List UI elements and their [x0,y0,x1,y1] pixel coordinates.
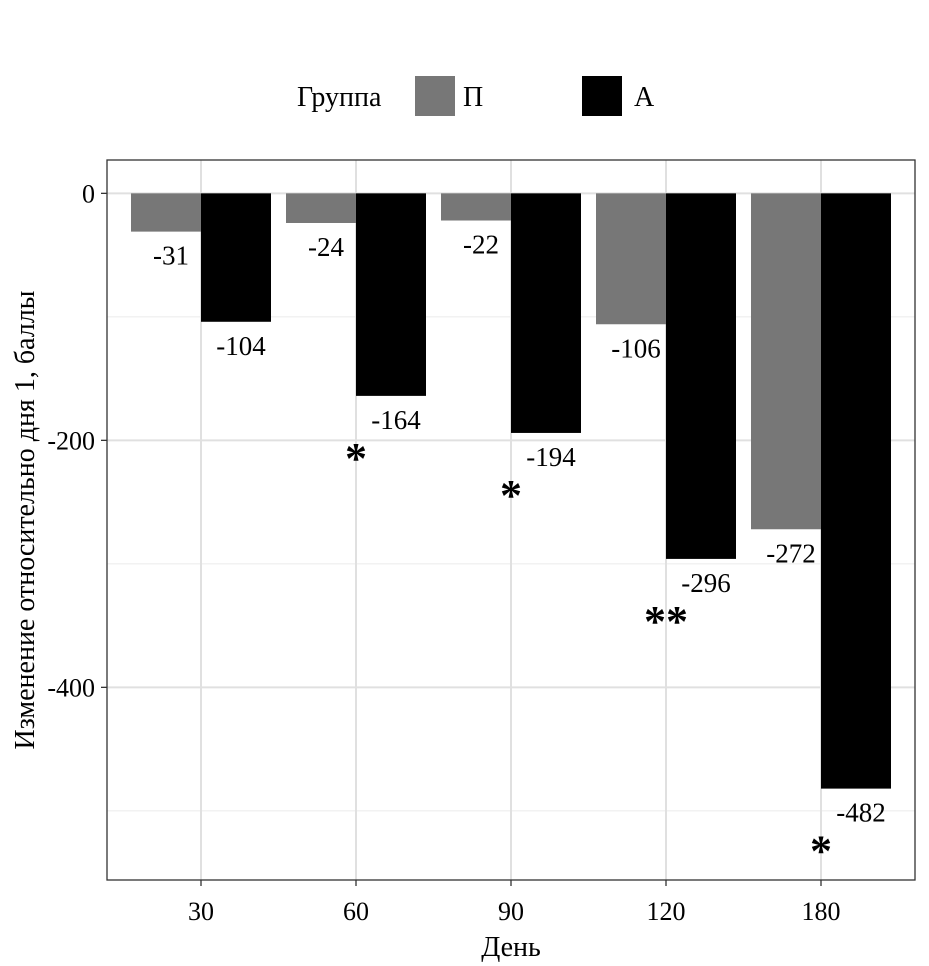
bar-p [751,193,821,530]
bar-p [286,193,356,223]
data-label: -194 [526,442,576,472]
legend-label-a: А [634,82,655,113]
legend-title: Группа [297,82,382,113]
bar-a [511,193,581,433]
significance-marker: * [345,434,367,483]
bar-a [666,193,736,559]
x-tick-label: 90 [498,897,524,926]
x-axis-title: День [481,932,541,963]
bar-a [821,193,891,789]
bar-p [596,193,666,325]
y-tick-label: 0 [82,179,95,208]
legend-swatch-a [582,76,622,116]
data-label: -164 [371,405,421,435]
bars [131,193,891,789]
x-tick-label: 120 [647,897,686,926]
y-tick-label: -400 [47,673,95,702]
data-label: -104 [216,331,266,361]
bar-a [201,193,271,322]
data-labels: -31-104-24-164*-22-194*-106-296**-272-48… [153,230,886,876]
legend-label-p: П [463,82,483,113]
y-tick-label: -200 [47,426,95,455]
significance-marker: * [810,827,832,876]
data-label: -482 [836,798,886,828]
bar-p [441,193,511,221]
data-label: -272 [766,538,816,568]
data-label: -24 [308,232,344,262]
x-tick-label: 30 [188,897,214,926]
data-label: -22 [463,230,499,260]
data-label: -31 [153,241,189,271]
bar-p [131,193,201,232]
data-label: -296 [681,568,731,598]
data-label: -106 [611,333,661,363]
x-tick-label: 180 [802,897,841,926]
significance-marker: * [500,471,522,520]
x-tick-label: 60 [343,897,369,926]
y-axis-title: Изменение относительно дня 1, баллы [10,290,41,749]
bar-a [356,193,426,396]
axes: 0 -200 -400 30 60 90 120 180 [47,179,840,926]
legend-swatch-p [415,76,455,116]
significance-marker: ** [644,597,688,646]
legend: Группа П А [297,76,655,116]
